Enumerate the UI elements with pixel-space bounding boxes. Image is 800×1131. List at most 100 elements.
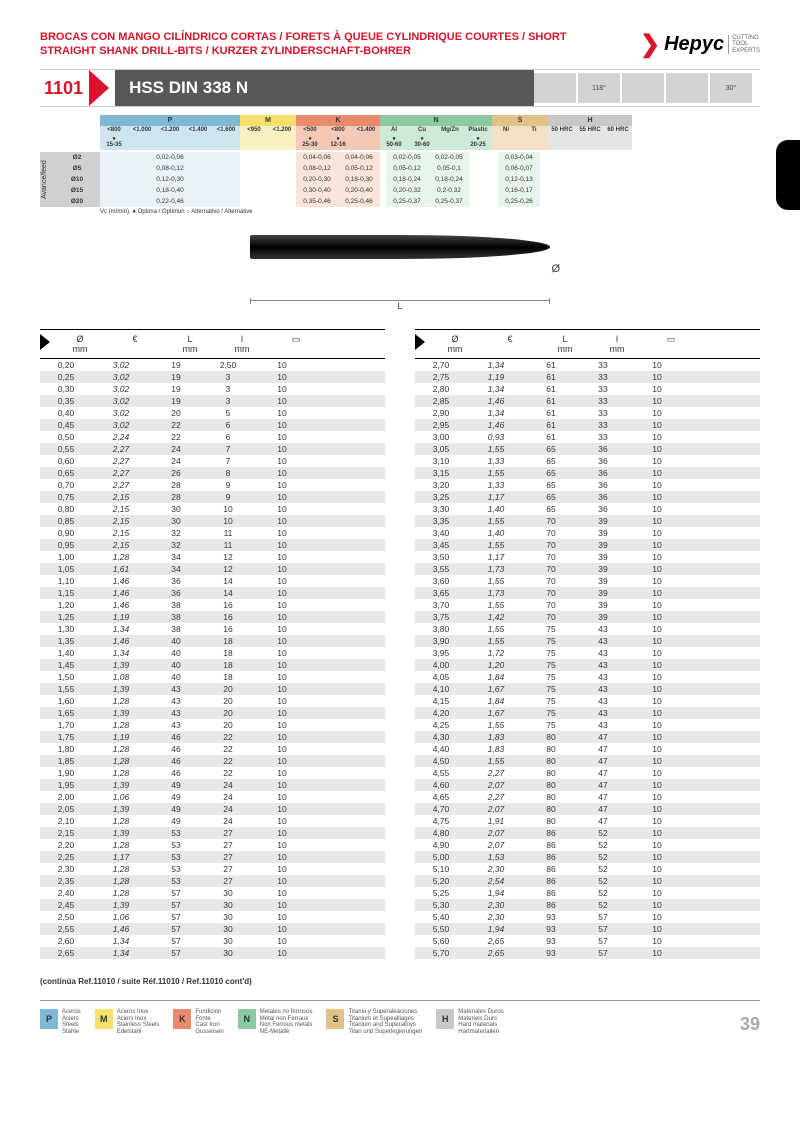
tip-angle-118: 118° bbox=[578, 73, 620, 103]
table-row: 3,951,72754310 bbox=[415, 647, 760, 659]
table-row: 0,802,15301010 bbox=[40, 503, 385, 515]
table-row: 5,102,30865210 bbox=[415, 863, 760, 875]
sub-col: Al bbox=[380, 126, 408, 134]
table-row: 1,901,28462210 bbox=[40, 767, 385, 779]
table-row: 3,901,55754310 bbox=[415, 635, 760, 647]
table-arrow-icon bbox=[415, 334, 425, 350]
table-row: 2,551,46573010 bbox=[40, 923, 385, 935]
table-row: 0,702,2728910 bbox=[40, 479, 385, 491]
table-row: 2,851,46613310 bbox=[415, 395, 760, 407]
vc-cell bbox=[492, 134, 520, 150]
th-price: € bbox=[106, 334, 164, 354]
mat-group-h: H bbox=[548, 115, 632, 126]
table-row: 2,401,28573010 bbox=[40, 887, 385, 899]
table-row: 3,601,55703910 bbox=[415, 575, 760, 587]
table-row: 2,801,34613310 bbox=[415, 383, 760, 395]
page-number: 39 bbox=[740, 1014, 760, 1035]
sub-col: <1.200 bbox=[268, 126, 296, 134]
table-row: 0,752,1528910 bbox=[40, 491, 385, 503]
legend-item: PAceros Aciers Steels Stähle bbox=[40, 1009, 81, 1035]
legend-item: MAceros Inox Aciers Inox Stainless Steel… bbox=[95, 1009, 160, 1035]
legend-item: NMetales no ferrosos Métal non Ferraux N… bbox=[238, 1009, 313, 1035]
logo-arrow-icon: ❯ bbox=[640, 30, 660, 59]
material-header-row: P M K N S H bbox=[100, 115, 760, 126]
vc-cell bbox=[156, 134, 184, 150]
th-price: € bbox=[481, 334, 539, 354]
feed-row: Ø200,22-0,460,35-0,460,25-0,460,25-0,370… bbox=[54, 196, 760, 207]
table-row: 4,751,91804710 bbox=[415, 815, 760, 827]
table-row: 4,101,67754310 bbox=[415, 683, 760, 695]
table-row: 4,652,27804710 bbox=[415, 791, 760, 803]
th-length-small: l mm bbox=[216, 334, 268, 354]
mat-group-p: P bbox=[100, 115, 240, 126]
table-row: 2,301,28532710 bbox=[40, 863, 385, 875]
sub-col: Cu bbox=[408, 126, 436, 134]
table-row: 5,402,30935710 bbox=[415, 911, 760, 923]
table-row: 0,852,15301010 bbox=[40, 515, 385, 527]
table-row: 4,051,84754310 bbox=[415, 671, 760, 683]
table-row: 5,602,65935710 bbox=[415, 935, 760, 947]
th-length-big: L mm bbox=[164, 334, 216, 354]
table-row: 0,552,2724710 bbox=[40, 443, 385, 455]
vc-cell bbox=[128, 134, 156, 150]
table-row: 1,601,28432010 bbox=[40, 695, 385, 707]
drill-body-icon bbox=[250, 235, 550, 259]
feed-row: Ø150,18-0,400,30-0,400,20-0,400,20-0,320… bbox=[54, 185, 760, 196]
table-row: 2,451,39573010 bbox=[40, 899, 385, 911]
vc-cell: ●25-30 bbox=[296, 134, 324, 150]
sub-col: <1.000 bbox=[128, 126, 156, 134]
table-row: 3,501,17703910 bbox=[415, 551, 760, 563]
vc-cell bbox=[352, 134, 380, 150]
legend-item: STitanio y Superaleaciones Titanium et S… bbox=[326, 1009, 422, 1035]
table-row: 2,701,34613310 bbox=[415, 359, 760, 371]
table-row: 4,201,67754310 bbox=[415, 707, 760, 719]
table-row: 4,251,55754310 bbox=[415, 719, 760, 731]
table-row: 5,251,94865210 bbox=[415, 887, 760, 899]
sub-col: 50 HRC bbox=[548, 126, 576, 134]
table-row: 3,251,17653610 bbox=[415, 491, 760, 503]
table-row: 3,801,55754310 bbox=[415, 623, 760, 635]
legend-item: HMateriales Duros Materiels Durs Hard ma… bbox=[436, 1009, 503, 1035]
table-row: 2,151,39532710 bbox=[40, 827, 385, 839]
logo-area: ❯ Hepyc CUTTING TOOL EXPERTS bbox=[640, 30, 760, 59]
page-header: BROCAS CON MANGO CILÍNDRICO CORTAS / FOR… bbox=[40, 30, 760, 59]
table-row: 1,151,46361410 bbox=[40, 587, 385, 599]
table-header: Ø mm € L mm l mm ▭ bbox=[415, 329, 760, 359]
table-right: Ø mm € L mm l mm ▭ 2,701,346133102,751,1… bbox=[415, 329, 760, 959]
sub-col: <950 bbox=[240, 126, 268, 134]
table-row: 1,051,61341210 bbox=[40, 563, 385, 575]
table-row: 1,701,28432010 bbox=[40, 719, 385, 731]
table-row: 3,051,55653610 bbox=[415, 443, 760, 455]
table-row: 3,651,73703910 bbox=[415, 587, 760, 599]
table-row: 1,101,46361410 bbox=[40, 575, 385, 587]
side-tab bbox=[776, 140, 800, 210]
sub-col: Ni bbox=[492, 126, 520, 134]
table-row: 4,401,83804710 bbox=[415, 743, 760, 755]
table-arrow-icon bbox=[40, 334, 50, 350]
table-row: 3,401,40703910 bbox=[415, 527, 760, 539]
table-row: 4,552,27804710 bbox=[415, 767, 760, 779]
vc-legend: Vc (m/min). ● Optima / Optimun ○ Alterna… bbox=[100, 209, 760, 215]
material-legend: PAceros Aciers Steels Stähle MAceros Inox… bbox=[40, 1000, 760, 1035]
dim-bigl-label: L bbox=[250, 300, 550, 311]
mat-group-s: S bbox=[492, 115, 548, 126]
sub-col: <800 bbox=[100, 126, 128, 134]
sub-col: 60 HRC bbox=[604, 126, 632, 134]
vc-cell: ●20-25 bbox=[464, 134, 492, 150]
vc-cell bbox=[184, 134, 212, 150]
vc-cell bbox=[520, 134, 548, 150]
table-row: 2,101,28492410 bbox=[40, 815, 385, 827]
table-row: 1,401,34401810 bbox=[40, 647, 385, 659]
vc-cell bbox=[240, 134, 268, 150]
mat-group-k: K bbox=[296, 115, 380, 126]
product-title-bar: 1101 HSS DIN 338 N 118° 30° bbox=[40, 69, 760, 107]
table-row: 1,201,46381610 bbox=[40, 599, 385, 611]
vc-cell: ●12-16 bbox=[324, 134, 352, 150]
tip-geometry-icons: 118° 30° bbox=[534, 73, 760, 103]
table-left: Ø mm € L mm l mm ▭ 0,203,02192,50100,253… bbox=[40, 329, 385, 959]
table-row: 3,000,93613310 bbox=[415, 431, 760, 443]
th-length-small: l mm bbox=[591, 334, 643, 354]
table-row: 1,551,39432010 bbox=[40, 683, 385, 695]
feed-row: Ø100,12-0,300,20-0,300,18-0,300,18-0,240… bbox=[54, 174, 760, 185]
table-row: 0,403,0220510 bbox=[40, 407, 385, 419]
